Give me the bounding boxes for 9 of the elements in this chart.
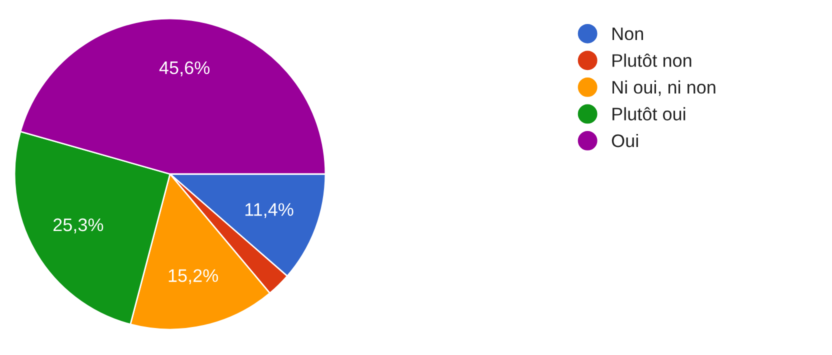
data-label: 11,4% xyxy=(245,203,294,218)
legend-label: Non xyxy=(612,28,644,40)
data-label: 25,3% xyxy=(53,218,104,234)
data-label: 15,2% xyxy=(168,269,218,284)
legend-label: Plutôt non xyxy=(612,54,692,67)
legend-label: Plutôt oui xyxy=(612,107,686,120)
legend-label: Oui xyxy=(612,134,638,148)
legend-label: Ni oui, ni non xyxy=(612,80,716,96)
data-label: 45,6% xyxy=(159,61,210,76)
